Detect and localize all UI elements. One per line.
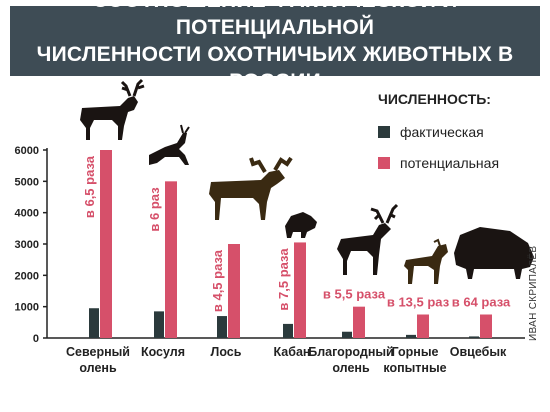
bar-actual <box>406 334 416 338</box>
legend-item-actual: фактическая <box>378 124 484 140</box>
legend-item-potential: потенциальная <box>378 155 499 171</box>
legend-swatch-potential <box>378 157 390 169</box>
bar-potential <box>480 314 492 338</box>
y-tick-label: 5000 <box>15 176 39 188</box>
y-tick-label: 1000 <box>15 302 39 314</box>
category-label: Овцебык <box>450 345 507 359</box>
category-label: Косуля <box>141 345 185 359</box>
category-label: Лось <box>211 345 242 359</box>
bar-actual <box>469 336 479 338</box>
moose-icon <box>209 156 293 220</box>
bar-potential <box>165 181 177 338</box>
category-label: Горные <box>392 345 439 359</box>
y-tick-label: 0 <box>33 333 39 345</box>
bar-potential <box>417 314 429 338</box>
legend-label-actual: фактическая <box>400 124 484 140</box>
legend-title: ЧИСЛЕННОСТЬ: <box>378 91 491 107</box>
ratio-annotation: в 6,5 раза <box>82 155 97 218</box>
category-label: олень <box>79 361 117 375</box>
muskox-icon <box>454 227 534 279</box>
annotations-group: в 6,5 раза в 6 раз в 4,5 раза в 7,5 раза в 5… <box>82 155 511 312</box>
y-tick-label: 2000 <box>15 270 39 282</box>
bar-actual <box>217 316 227 338</box>
ratio-annotation: в 4,5 раза <box>210 249 225 312</box>
reindeer-icon <box>80 78 145 140</box>
bar-potential <box>353 306 365 338</box>
y-tick-label: 3000 <box>15 239 39 251</box>
bars-group <box>89 150 492 338</box>
bar-potential <box>294 242 306 338</box>
bar-potential <box>100 150 112 338</box>
author-credit: ИВАН СКРИПАЛЁВ <box>528 245 539 341</box>
category-label: Северный <box>66 345 130 359</box>
chart-title-line-2: ЧИСЛЕННОСТИ ОХОТНИЧЬИХ ЖИВОТНЫХ В РОССИИ <box>36 43 514 93</box>
legend-label-potential: потенциальная <box>400 155 500 171</box>
ratio-annotation: в 6 раз <box>147 187 162 232</box>
ratio-annotation: в 64 раза <box>452 295 511 310</box>
legend-swatch-actual <box>378 126 390 138</box>
category-label: Благородный <box>308 345 394 359</box>
red-deer-icon <box>337 203 399 275</box>
roe-deer-icon <box>149 124 190 165</box>
category-label: копытные <box>383 361 446 375</box>
boar-icon <box>285 212 317 238</box>
ratio-annotation: в 5,5 раза <box>323 287 386 302</box>
ratio-annotation: в 7,5 раза <box>276 248 291 311</box>
bar-actual <box>89 308 99 338</box>
chart-title-banner: СООТНОШЕНИЕ ФАКТИЧЕСКОЙ И ПОТЕНЦИАЛЬНОЙ … <box>10 0 540 93</box>
category-label: Кабан <box>274 345 311 359</box>
bar-potential <box>228 244 240 338</box>
bar-actual <box>283 323 293 338</box>
mountain-goat-icon <box>404 238 448 284</box>
y-tick-label: 4000 <box>15 208 39 220</box>
bar-actual <box>154 311 164 338</box>
y-tick-label: 6000 <box>15 145 39 157</box>
ratio-annotation: в 13,5 раз <box>387 295 450 310</box>
chart-title-line-1: СООТНОШЕНИЕ ФАКТИЧЕСКОЙ И ПОТЕНЦИАЛЬНОЙ <box>92 0 458 39</box>
category-label: олень <box>332 361 370 375</box>
bar-actual <box>342 331 352 338</box>
